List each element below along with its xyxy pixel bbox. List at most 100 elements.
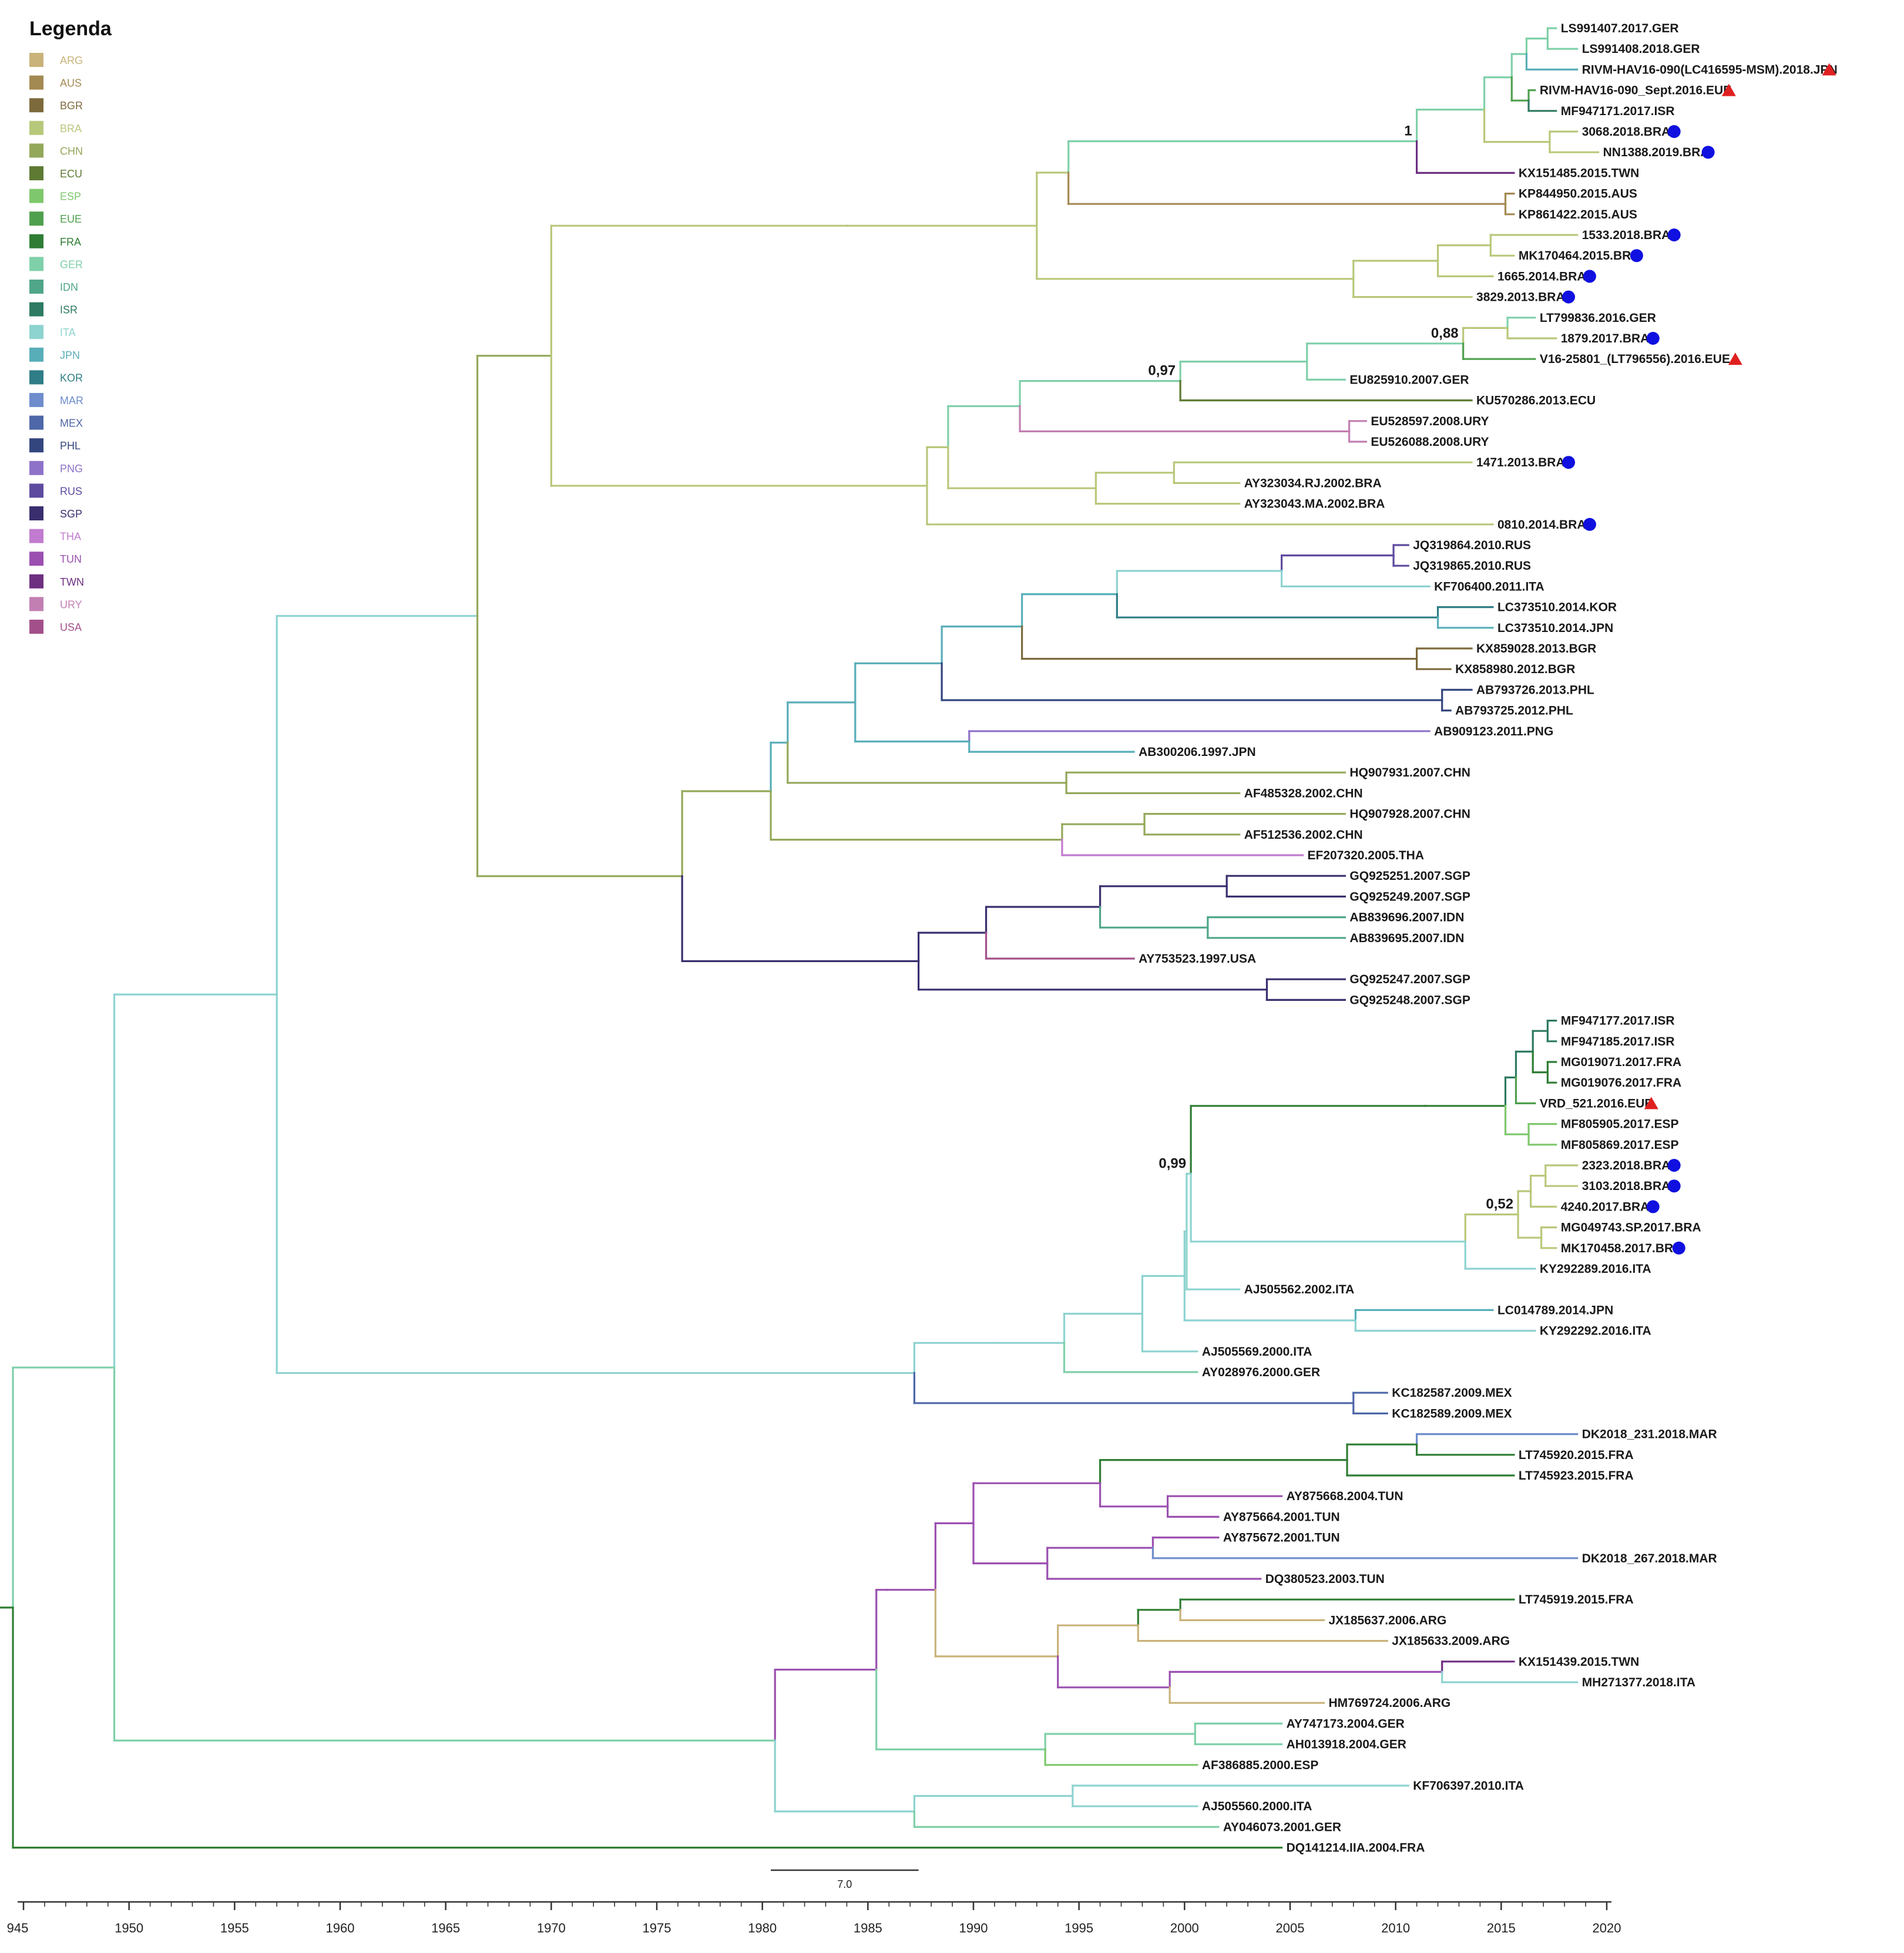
tip-label: AB793725.2012.PHL [1455, 704, 1573, 718]
axis-tick-label: 1995 [1065, 1921, 1093, 1935]
legend: Legenda ARG AUS BGR BRA CHN ECU ESP EUE FRA GER ID… [29, 18, 112, 634]
legend-label-usa: USA [60, 621, 82, 633]
legend-label-bra: BRA [60, 123, 82, 135]
tip-label: RIVM-HAV16-090(LC416595-MSM).2018.JPN [1582, 63, 1838, 76]
legend-label-esp: ESP [60, 191, 81, 203]
tip-label: AJ505560.2000.ITA [1202, 1800, 1312, 1813]
tip-label: AY323034.RJ.2002.BRA [1244, 476, 1382, 490]
tip-label: AB839696.2007.IDN [1349, 911, 1464, 925]
legend-swatch-bra [29, 120, 43, 135]
triangle-marker-icon [1822, 63, 1836, 76]
support-value: 0,88 [1431, 325, 1459, 341]
tip-label: KX151439.2015.TWN [1519, 1655, 1639, 1669]
tip-labels: LS991407.2017.GER LS991408.2018.GER RIVM-H… [1139, 22, 1838, 1855]
axis-tick-label: 2000 [1170, 1921, 1199, 1935]
legend-swatch-twn [29, 574, 43, 589]
tip-label: LC373510.2014.JPN [1497, 621, 1613, 635]
legend-swatch-tha [29, 529, 43, 543]
axis-tick-label: 2020 [1593, 1921, 1621, 1935]
legend-label-ury: URY [60, 599, 82, 610]
legend-title: Legenda [29, 18, 112, 40]
axis-tick-label: 2005 [1276, 1921, 1305, 1935]
legend-items: ARG AUS BGR BRA CHN ECU ESP EUE FRA GER IDN ISR ITA J… [29, 53, 84, 634]
axis-tick-label: 1985 [854, 1921, 882, 1935]
tip-label: LS991408.2018.GER [1582, 42, 1700, 56]
support-values: 1 0,88 0,97 0,99 0,52 [1148, 123, 1513, 1212]
support-value: 0,99 [1158, 1155, 1186, 1171]
tip-label: MG019076.2017.FRA [1561, 1076, 1681, 1090]
tip-label: LC014789.2014.JPN [1497, 1303, 1613, 1317]
legend-swatch-phl [29, 438, 43, 453]
tip-label: HQ907928.2007.CHN [1349, 808, 1470, 821]
axis-tick-label: 1965 [431, 1921, 460, 1935]
tip-label: VRD_521.2016.EUE [1540, 1097, 1653, 1110]
legend-label-isr: ISR [60, 304, 78, 316]
support-value: 0,52 [1486, 1196, 1513, 1212]
axis-tick-labels: 945 1950 1955 1960 1965 1970 1975 1980 1985 1990 1… [7, 1921, 1621, 1935]
legend-swatch-tun [29, 552, 43, 566]
tip-label: GQ925249.2007.SGP [1349, 890, 1470, 903]
tip-label: 1665.2014.BRA [1497, 270, 1586, 283]
circle-marker-icon [1701, 146, 1715, 159]
tip-label: KC182587.2009.MEX [1392, 1386, 1512, 1400]
tip-label: KP861422.2015.AUS [1519, 208, 1637, 221]
legend-label-ita: ITA [60, 327, 76, 338]
tip-label: 1471.2013.BRA [1476, 456, 1565, 469]
tip-label: AJ505562.2002.ITA [1244, 1283, 1355, 1296]
legend-label-ecu: ECU [60, 168, 82, 180]
tip-label: MK170458.2017.BRA [1561, 1242, 1683, 1255]
axis-tick-label: 1990 [959, 1921, 988, 1935]
legend-label-mex: MEX [60, 418, 83, 429]
legend-swatch-rus [29, 483, 43, 498]
tip-label: 3068.2018.BRA [1582, 125, 1671, 139]
legend-label-rus: RUS [60, 485, 82, 497]
tip-label: KY292292.2016.ITA [1540, 1325, 1651, 1338]
circle-marker-icon [1667, 1179, 1681, 1193]
tip-label: AB300206.1997.JPN [1139, 745, 1256, 759]
tip-label: AB909123.2011.PNG [1434, 725, 1553, 738]
legend-swatch-sgp [29, 506, 43, 520]
tip-label: AB839695.2007.IDN [1349, 932, 1464, 945]
tip-label: 4240.2017.BRA [1561, 1200, 1650, 1214]
legend-label-tun: TUN [60, 553, 82, 565]
tip-label: LC373510.2014.KOR [1497, 601, 1617, 614]
tip-label: AF485328.2002.CHN [1244, 786, 1363, 800]
tip-label: EU825910.2007.GER [1349, 373, 1469, 386]
legend-swatch-jpn [29, 347, 43, 362]
legend-swatch-mar [29, 393, 43, 407]
legend-label-twn: TWN [60, 576, 84, 588]
tip-label: 1533.2018.BRA [1582, 228, 1671, 242]
legend-label-eue: EUE [60, 213, 82, 225]
tip-label: MF947171.2017.ISR [1561, 105, 1675, 118]
tip-label: AY875664.2001.TUN [1223, 1510, 1340, 1524]
tip-label: AY046073.2001.GER [1223, 1820, 1341, 1834]
circle-marker-icon [1667, 1159, 1681, 1172]
tree-branches [0, 27, 1600, 1849]
tip-label: GQ925247.2007.SGP [1349, 973, 1470, 986]
legend-swatch-kor [29, 370, 43, 385]
legend-label-sgp: SGP [60, 508, 82, 520]
tip-label: LT745920.2015.FRA [1519, 1448, 1634, 1462]
legend-label-phl: PHL [60, 440, 80, 452]
legend-swatch-aus [29, 75, 43, 90]
tip-label: JQ319865.2010.RUS [1413, 559, 1531, 573]
tip-label: DK2018_231.2018.MAR [1582, 1428, 1717, 1441]
tip-label: KX859028.2013.BGR [1476, 642, 1596, 656]
tip-label: RIVM-HAV16-090_Sept.2016.EUE [1540, 84, 1731, 98]
tip-label: AY028976.2000.GER [1202, 1366, 1320, 1379]
tip-label: 3103.2018.BRA [1582, 1179, 1671, 1193]
legend-label-mar: MAR [60, 395, 83, 406]
circle-marker-icon [1562, 456, 1576, 469]
tip-label: LT799836.2016.GER [1540, 311, 1656, 325]
tip-label: EF207320.2005.THA [1308, 849, 1424, 862]
tip-label: AF512536.2002.CHN [1244, 828, 1363, 842]
axis-tick-label: 1970 [537, 1921, 566, 1935]
legend-swatch-bgr [29, 98, 43, 113]
tip-label: 3829.2013.BRA [1476, 291, 1565, 304]
tip-label: MF947177.2017.ISR [1561, 1014, 1675, 1028]
circle-marker-icon [1672, 1241, 1685, 1255]
tip-label: DQ141214.IIA.2004.FRA [1287, 1841, 1425, 1855]
legend-label-chn: CHN [60, 145, 83, 157]
tip-label: JX185633.2009.ARG [1392, 1635, 1510, 1648]
